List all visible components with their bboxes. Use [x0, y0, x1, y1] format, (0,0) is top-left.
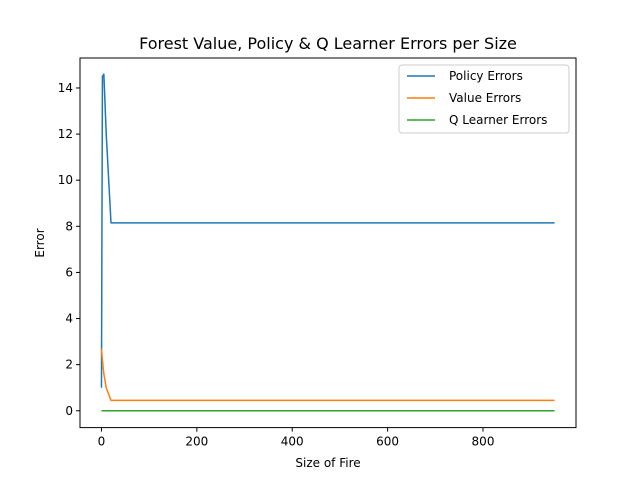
- legend-label: Value Errors: [449, 91, 521, 105]
- x-tick-label: 200: [185, 435, 208, 449]
- x-tick-label: 800: [472, 435, 495, 449]
- axis-ticks: 0 200 400 600 800 0 2 4 6 8 10 12 14: [58, 81, 495, 449]
- axes-frame: [79, 57, 577, 429]
- legend: Policy Errors Value Errors Q Learner Error…: [398, 64, 570, 134]
- y-tick-label: 6: [65, 265, 73, 279]
- chart-title: Forest Value, Policy & Q Learner Errors …: [139, 34, 517, 53]
- x-tick-label: 400: [281, 435, 304, 449]
- y-tick-label: 0: [65, 404, 73, 418]
- x-tick-label: 600: [376, 435, 399, 449]
- y-tick-label: 2: [65, 358, 73, 372]
- y-axis-label: Error: [33, 228, 47, 257]
- legend-box: [398, 64, 570, 134]
- y-tick-label: 8: [65, 219, 73, 233]
- y-tick-label: 4: [65, 312, 73, 326]
- x-axis-label: Size of Fire: [295, 456, 360, 470]
- legend-label: Q Learner Errors: [449, 113, 547, 127]
- series-lines: [100, 73, 555, 412]
- x-tick-label: 0: [98, 435, 106, 449]
- y-tick-label: 12: [58, 127, 73, 141]
- legend-label: Policy Errors: [449, 69, 523, 83]
- series-line-policy-errors: [100, 73, 555, 388]
- y-tick-label: 14: [58, 81, 73, 95]
- series-line-value-errors: [100, 348, 555, 402]
- y-tick-label: 10: [58, 173, 73, 187]
